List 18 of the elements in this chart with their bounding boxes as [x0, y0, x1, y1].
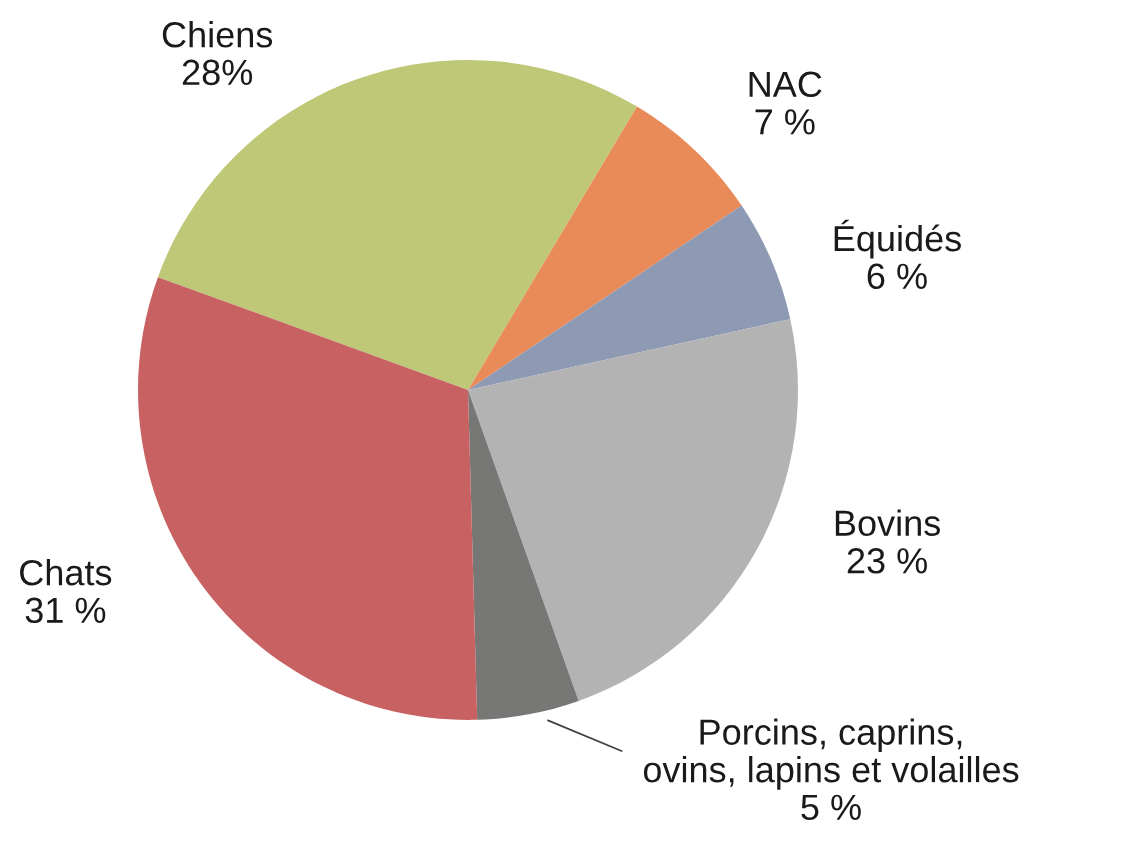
pie-slice	[138, 277, 478, 720]
slice-label: Bovins	[835, 509, 940, 536]
pie-slice	[468, 390, 579, 720]
data-label: 28%	[182, 59, 253, 86]
data-label: 6 %	[867, 263, 927, 290]
data-label: 31 %	[25, 597, 106, 624]
data-label: 7 %	[755, 109, 815, 135]
slice-label: Porcins, caprins, ovins, lapins et volailles	[643, 718, 1019, 790]
data-label: 23 %	[847, 548, 927, 574]
pie-slice	[157, 60, 637, 390]
slice-label: Équidés	[834, 219, 961, 259]
pie-slice	[468, 319, 798, 701]
slice-label: Chats	[20, 558, 112, 586]
pie-slice	[468, 106, 742, 390]
slice-label: NAC	[749, 71, 822, 98]
slice-label: Chiens	[162, 21, 273, 48]
pie-slice	[468, 205, 791, 390]
data-label: 5 %	[801, 794, 861, 821]
